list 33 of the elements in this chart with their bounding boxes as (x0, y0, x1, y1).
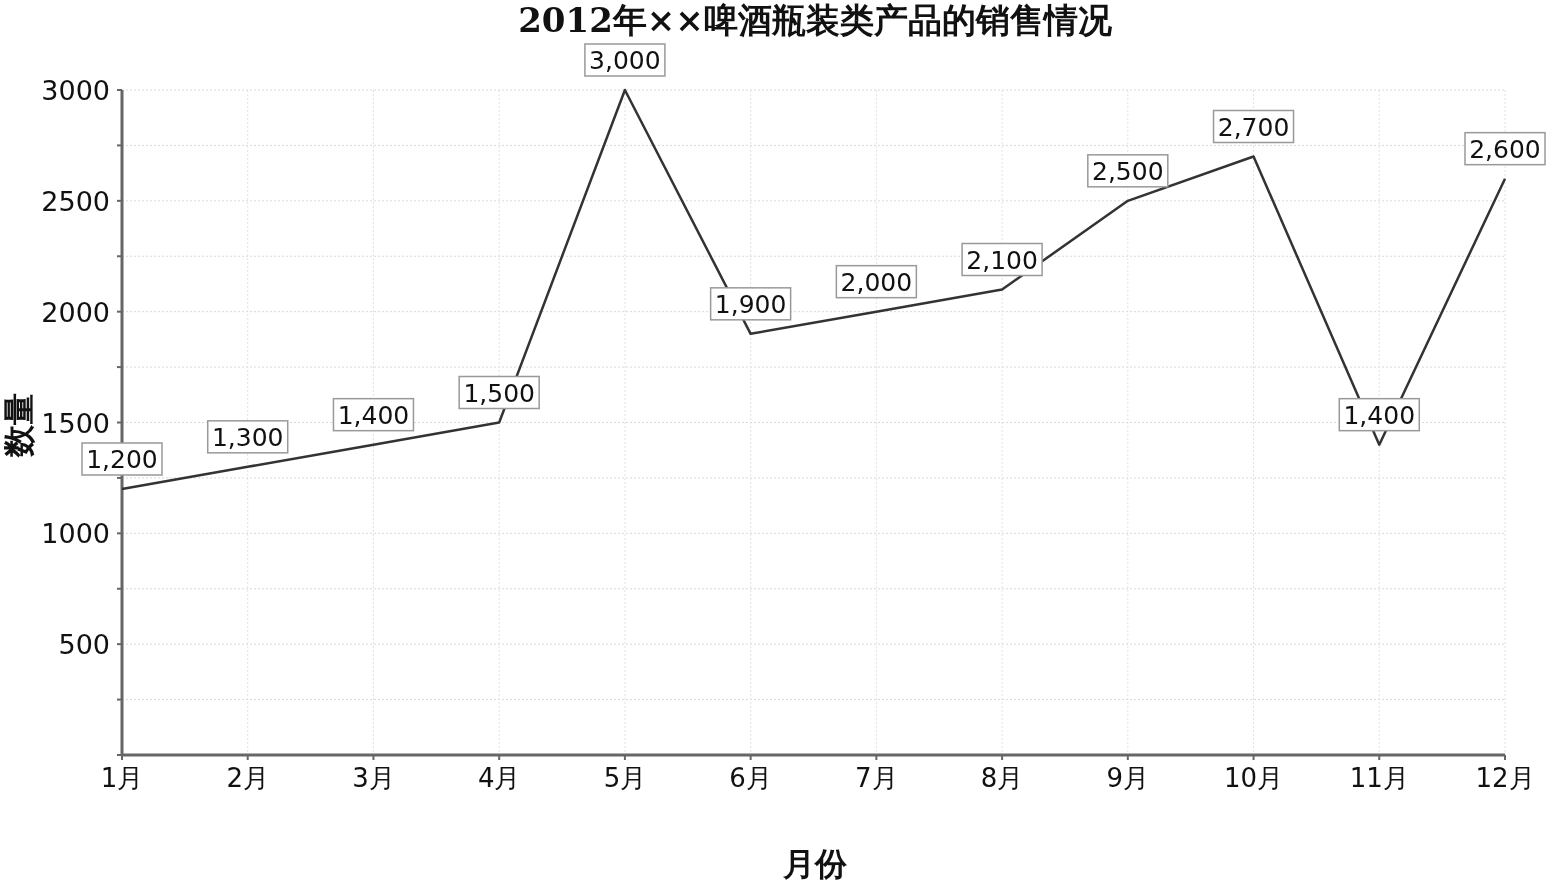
x-tick-label: 5月 (603, 763, 647, 793)
label: 1,400 (1338, 397, 1420, 432)
label: 2,500 (1087, 154, 1169, 188)
x-tick-label: 1月 (100, 763, 144, 793)
label: 1,200 (81, 442, 163, 476)
label: 2,600 (1464, 131, 1546, 166)
x-tick-label: 10月 (1224, 763, 1284, 793)
x-tick-label: 9月 (1106, 763, 1150, 793)
label: 1,900 (709, 287, 792, 321)
label: 1,400 (332, 397, 415, 432)
y-tick-label: 3000 (41, 75, 110, 106)
x-tick-label: 4月 (477, 763, 521, 793)
label: 3,000 (584, 43, 666, 77)
x-tick-label: 12月 (1475, 763, 1535, 793)
label: 2,100 (961, 242, 1043, 277)
x-tick-label: 11月 (1349, 763, 1409, 793)
x-tick-label: 8月 (980, 763, 1024, 793)
chart-title: 2012年××啤酒瓶装类产品的销售情况 (518, 0, 1113, 40)
x-tick-label: 3月 (352, 763, 395, 793)
y-tick-label: 1500 (41, 407, 110, 439)
label: 1,500 (458, 375, 540, 410)
label: 2,000 (835, 264, 918, 299)
label: 1,300 (207, 420, 289, 454)
x-axis-title: 月份 (782, 845, 848, 883)
y-tick-label: 1000 (41, 518, 110, 550)
y-tick-label: 500 (58, 629, 110, 661)
label: 2,700 (1212, 109, 1295, 144)
y-tick-label: 2000 (41, 296, 110, 328)
x-tick-label: 7月 (855, 763, 898, 793)
y-tick-label: 2500 (41, 185, 110, 217)
y-axis-title: 数量 (0, 393, 38, 458)
x-tick-label: 2月 (226, 763, 269, 793)
x-tick-label: 6月 (729, 763, 772, 793)
